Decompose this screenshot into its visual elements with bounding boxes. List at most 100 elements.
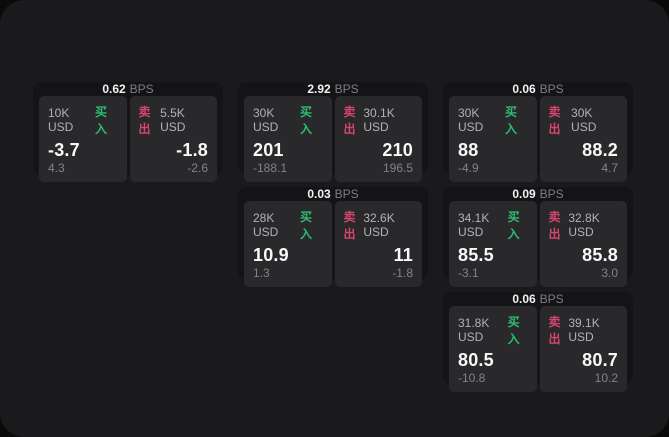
quote-tiles: 28K USD 买入 10.9 1.3 卖出 32.6K USD 11 -1.8 [244,201,422,287]
sell-side-label: 卖出 [548,105,561,136]
bps-header: 0.06 BPS [443,82,633,96]
sell-delta: -1.8 [392,266,413,280]
bps-value: 0.03 [307,187,331,201]
bps-header: 0.03 BPS [238,187,428,201]
sell-tile[interactable]: 卖出 32.8K USD 85.8 3.0 [539,201,627,287]
sell-delta: 196.5 [382,161,413,175]
bps-value: 0.09 [512,187,536,201]
bps-unit-label: BPS [334,82,359,96]
quote-card: 2.92 BPS 30K USD 买入 201 -188.1 卖出 30.1K … [238,82,428,182]
quote-tiles: 30K USD 买入 201 -188.1 卖出 30.1K USD 210 1… [244,96,422,182]
buy-tile[interactable]: 28K USD 买入 10.9 1.3 [244,201,332,287]
quote-card: 0.62 BPS 10K USD 买入 -3.7 4.3 卖出 5.5K USD… [33,82,223,182]
buy-tile-header: 28K USD 买入 [253,208,323,242]
quote-tiles: 10K USD 买入 -3.7 4.3 卖出 5.5K USD -1.8 -2.… [39,96,217,182]
bps-unit-label: BPS [539,82,564,96]
sell-price: 88.2 [582,140,618,160]
buy-side-label: 买入 [507,210,520,241]
buy-amount-label: 31.8K USD [458,316,490,344]
buy-delta: 4.3 [48,161,65,175]
buy-price: 85.5 [458,245,494,265]
buy-delta: 1.3 [253,266,270,280]
bps-unit-label: BPS [539,292,564,306]
buy-delta: -3.1 [458,266,479,280]
sell-delta: 3.0 [601,266,618,280]
buy-tile[interactable]: 34.1K USD 买入 85.5 -3.1 [449,201,537,287]
sell-amount-label: 30K USD [571,106,597,134]
buy-tile[interactable]: 10K USD 买入 -3.7 4.3 [39,96,127,182]
sell-tile[interactable]: 卖出 5.5K USD -1.8 -2.6 [129,96,217,182]
buy-tile[interactable]: 30K USD 买入 88 -4.9 [449,96,537,182]
buy-side-label: 买入 [299,105,312,136]
buy-delta: -4.9 [458,161,479,175]
sell-price: -1.8 [176,140,208,160]
sell-tile[interactable]: 卖出 30.1K USD 210 196.5 [334,96,422,182]
quote-card: 0.06 BPS 30K USD 买入 88 -4.9 卖出 30K USD 8… [443,82,633,182]
bps-unit-label: BPS [129,82,154,96]
bps-value: 0.06 [512,292,536,306]
buy-price: 201 [253,140,284,160]
sell-side-label: 卖出 [138,105,151,136]
quote-tiles: 30K USD 买入 88 -4.9 卖出 30K USD 88.2 4.7 [449,96,627,182]
sell-amount-label: 39.1K USD [568,316,600,344]
buy-tile-header: 31.8K USD 买入 [458,313,528,347]
sell-side-label: 卖出 [343,210,356,241]
quote-tiles: 31.8K USD 买入 80.5 -10.8 卖出 39.1K USD 80.… [449,306,627,392]
sell-side-label: 卖出 [548,210,561,241]
buy-side-label: 买入 [507,315,520,346]
bps-header: 0.62 BPS [33,82,223,96]
buy-amount-label: 10K USD [48,106,74,134]
bps-unit-label: BPS [539,187,564,201]
buy-price: 88 [458,140,479,160]
sell-amount-label: 32.6K USD [363,211,395,239]
quote-card: 0.09 BPS 34.1K USD 买入 85.5 -3.1 卖出 32.8K… [443,187,633,287]
buy-price: 80.5 [458,350,494,370]
buy-side-label: 买入 [504,105,517,136]
buy-delta: -188.1 [253,161,288,175]
sell-price: 85.8 [582,245,618,265]
buy-tile-header: 30K USD 买入 [458,103,528,137]
buy-tile-header: 30K USD 买入 [253,103,323,137]
buy-price: -3.7 [48,140,80,160]
bps-unit-label: BPS [334,187,359,201]
quote-tiles: 34.1K USD 买入 85.5 -3.1 卖出 32.8K USD 85.8… [449,201,627,287]
quote-card: 0.06 BPS 31.8K USD 买入 80.5 -10.8 卖出 39.1… [443,292,633,392]
sell-side-label: 卖出 [343,105,356,136]
buy-tile[interactable]: 31.8K USD 买入 80.5 -10.8 [449,306,537,392]
sell-side-label: 卖出 [548,315,561,346]
buy-amount-label: 30K USD [458,106,484,134]
bps-header: 2.92 BPS [238,82,428,96]
buy-amount-label: 28K USD [253,211,279,239]
sell-tile[interactable]: 卖出 39.1K USD 80.7 10.2 [539,306,627,392]
sell-tile-header: 卖出 32.8K USD [549,208,619,242]
bps-header: 0.06 BPS [443,292,633,306]
buy-amount-label: 30K USD [253,106,279,134]
buy-tile-header: 34.1K USD 买入 [458,208,528,242]
sell-price: 210 [382,140,413,160]
buy-tile[interactable]: 30K USD 买入 201 -188.1 [244,96,332,182]
quote-card: 0.03 BPS 28K USD 买入 10.9 1.3 卖出 32.6K US… [238,187,428,287]
sell-tile-header: 卖出 30.1K USD [344,103,414,137]
sell-tile-header: 卖出 39.1K USD [549,313,619,347]
buy-side-label: 买入 [94,105,107,136]
buy-tile-header: 10K USD 买入 [48,103,118,137]
buy-price: 10.9 [253,245,289,265]
sell-tile-header: 卖出 5.5K USD [139,103,209,137]
buy-delta: -10.8 [458,371,486,385]
sell-price: 80.7 [582,350,618,370]
bps-header: 0.09 BPS [443,187,633,201]
buy-side-label: 买入 [299,210,312,241]
sell-tile[interactable]: 卖出 32.6K USD 11 -1.8 [334,201,422,287]
sell-delta: 4.7 [601,161,618,175]
sell-tile-header: 卖出 32.6K USD [344,208,414,242]
bps-value: 2.92 [307,82,331,96]
sell-tile[interactable]: 卖出 30K USD 88.2 4.7 [539,96,627,182]
sell-delta: 10.2 [594,371,618,385]
sell-amount-label: 30.1K USD [363,106,395,134]
sell-tile-header: 卖出 30K USD [549,103,619,137]
quotes-grid: 0.62 BPS 10K USD 买入 -3.7 4.3 卖出 5.5K USD… [33,82,633,392]
bps-value: 0.06 [512,82,536,96]
sell-amount-label: 5.5K USD [160,106,186,134]
sell-delta: -2.6 [187,161,208,175]
bps-value: 0.62 [102,82,126,96]
